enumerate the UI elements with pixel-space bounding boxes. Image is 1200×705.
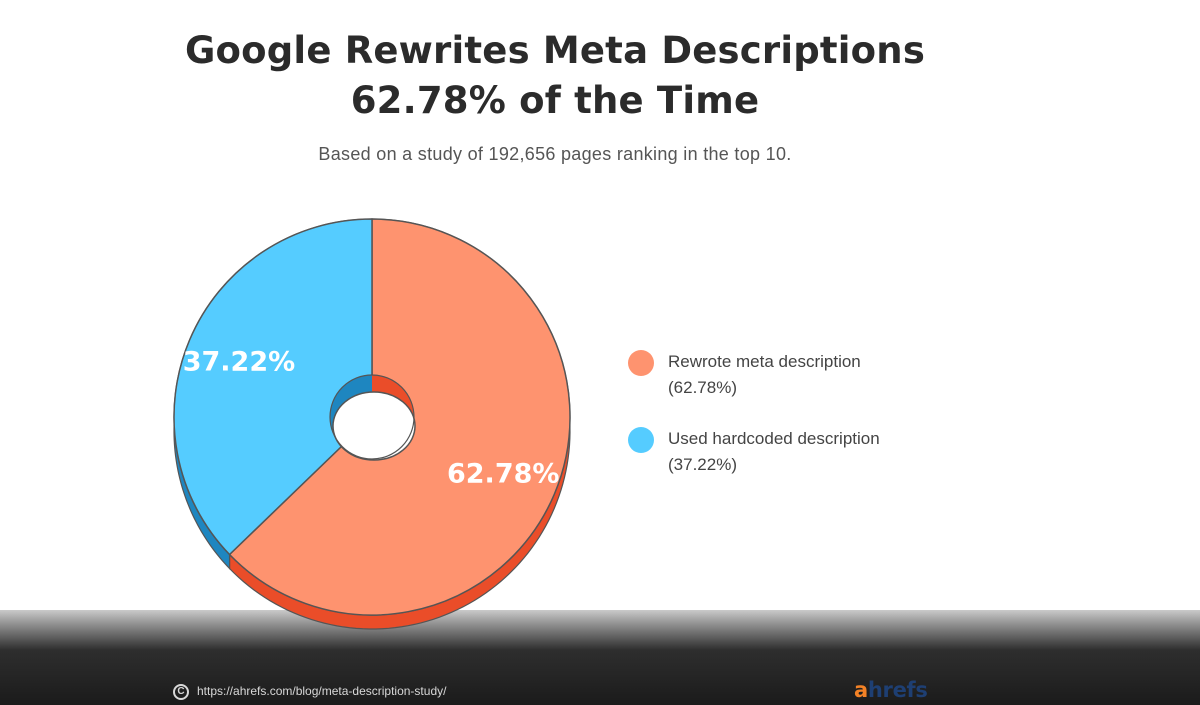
chart-subtitle: Based on a study of 192,656 pages rankin… [318,144,792,164]
slice-label-1: 37.22% [183,347,295,378]
copyright-icon: C [173,684,189,700]
legend-value-hardcoded: (37.22%) [668,455,737,474]
legend-swatch-rewrote [628,350,654,376]
ahrefs-logo: ahrefs [854,678,928,702]
slice-label-0: 62.78% [447,459,559,490]
legend-swatch-hardcoded [628,427,654,453]
logo-word-hrefs: hrefs [867,678,928,702]
legend-value-rewrote: (62.78%) [668,378,737,397]
legend-label-hardcoded: Used hardcoded description [668,429,880,448]
legend-label-rewrote: Rewrote meta description [668,352,861,371]
donut-chart: 62.78% 37.22% [173,218,571,630]
logo-letter-a: a [854,678,868,702]
donut-hole [332,391,416,461]
source-url[interactable]: https://ahrefs.com/blog/meta-description… [197,684,447,699]
donut-slice-1 [173,218,373,556]
chart-title-line-1: Google Rewrites Meta Descriptions [184,29,926,72]
donut-hole-rim [329,374,415,460]
chart-title-line-2: 62.78% of the Time [350,79,760,122]
